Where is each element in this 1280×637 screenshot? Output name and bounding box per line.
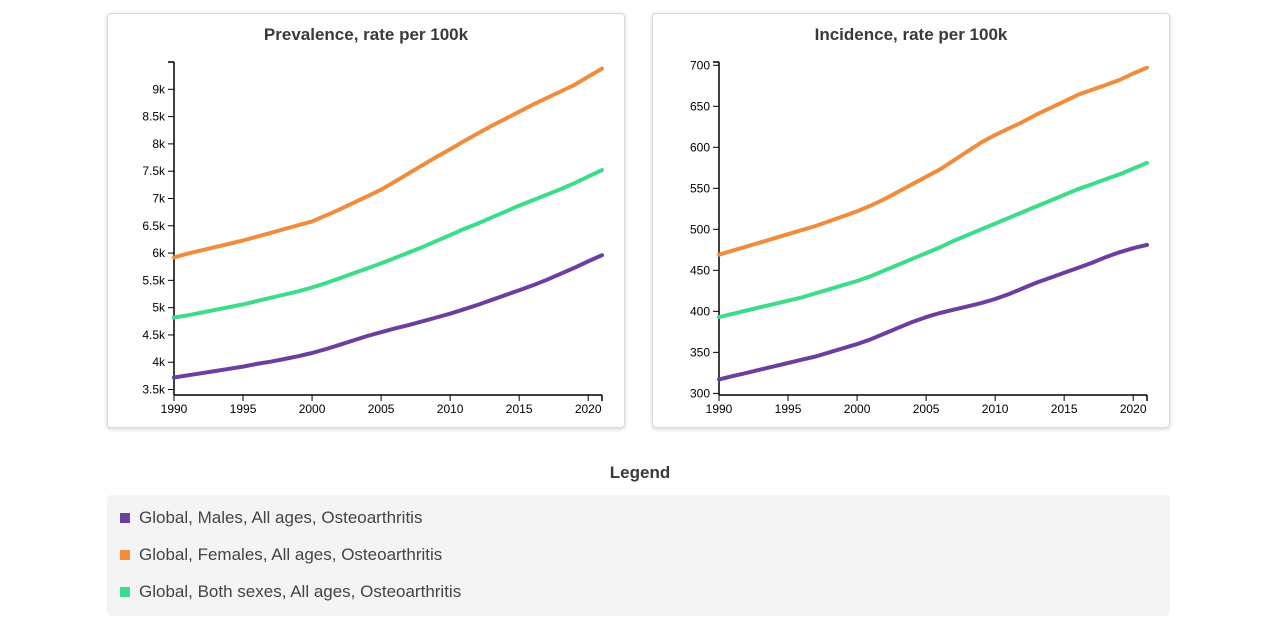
incidence-chart-card: Incidence, rate per 100k 300 350 400 450 500… [652,13,1170,428]
x-tick-label: 2010 [982,402,1009,416]
y-tick-label: 500 [690,222,710,236]
y-tick-label: 8k [152,137,166,151]
y-tick-label: 350 [690,345,710,359]
series-line [717,65,1149,257]
legend-swatch [120,513,130,523]
y-tick-label: 700 [690,58,710,72]
legend-item-males: Global, Males, All ages, Osteoarthritis [120,506,422,530]
legend: Global, Males, All ages, Osteoarthritis … [107,495,1170,616]
x-tick-label: 2005 [368,402,395,416]
y-tick-label: 600 [690,140,710,154]
series-line [717,242,1149,382]
x-tick-label: 2000 [299,402,326,416]
y-tick-label: 4.5k [142,328,166,342]
x-tick-label: 2010 [437,402,464,416]
series-line [717,160,1149,320]
y-tick-label: 7k [152,191,166,205]
chart-title: Prevalence, rate per 100k [263,25,469,44]
chart-title: Incidence, rate per 100k [814,25,1008,44]
y-tick-label: 8.5k [142,110,166,124]
series-line [172,168,604,320]
legend-title: Legend [609,463,671,482]
legend-label: Global, Both sexes, All ages, Osteoarthr… [139,582,462,601]
legend-swatch [120,550,130,560]
legend-item-females: Global, Females, All ages, Osteoarthriti… [120,543,442,567]
y-tick-label: 650 [690,99,710,113]
x-tick-label: 2020 [575,402,602,416]
y-tick-label: 6k [152,246,166,260]
y-tick-label: 400 [690,304,710,318]
series-line [172,253,604,380]
x-tick-label: 1995 [230,402,257,416]
legend-label: Global, Males, All ages, Osteoarthritis [139,508,423,527]
legend-swatch [120,587,130,597]
y-tick-label: 4k [152,355,166,369]
prevalence-chart: 3.5k 4k 4.5k 5k 5.5k 6k 6.5k 7k 7.5k 8k 8.5k 9k 1990… [142,61,604,416]
x-tick-label: 1990 [706,402,733,416]
y-tick-label: 7.5k [142,164,166,178]
y-tick-label: 9k [152,82,166,96]
y-tick-label: 5k [152,301,166,315]
y-tick-label: 450 [690,263,710,277]
x-tick-label: 2000 [844,402,871,416]
x-tick-label: 2005 [913,402,940,416]
y-tick-label: 300 [690,386,710,400]
x-tick-label: 1995 [775,402,802,416]
y-tick-label: 550 [690,181,710,195]
series-line [172,66,604,260]
y-tick-label: 3.5k [142,383,166,397]
y-tick-label: 5.5k [142,273,166,287]
x-tick-label: 2015 [506,402,533,416]
x-tick-label: 2015 [1051,402,1078,416]
legend-item-both-sexes: Global, Both sexes, All ages, Osteoarthr… [120,580,461,604]
x-tick-label: 2020 [1120,402,1147,416]
legend-label: Global, Females, All ages, Osteoarthriti… [139,545,443,564]
prevalence-chart-card: Prevalence, rate per 100k 3.5k 4k 4.5k 5k 5.… [107,13,625,428]
y-tick-label: 6.5k [142,219,166,233]
incidence-chart: 300 350 400 450 500 550 600 650 700 1990 1995 2000 2… [690,58,1149,416]
x-tick-label: 1990 [161,402,188,416]
